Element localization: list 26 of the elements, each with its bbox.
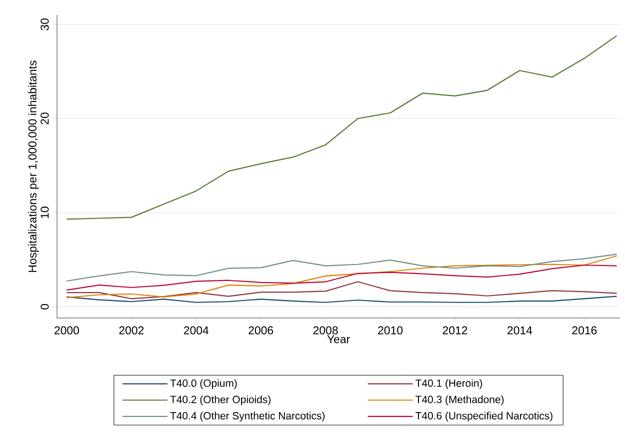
- legend-label: T40.6 (Unspecified Narcotics): [416, 412, 552, 422]
- y-axis-title: Hospitalizations per 1,000,000 inhabitants: [28, 60, 39, 272]
- line-series: [66, 281, 618, 300]
- x-tick-label: 2016: [572, 326, 597, 334]
- line-series: [66, 264, 618, 291]
- y-tick-label: 20: [40, 112, 49, 124]
- y-tick-label: 30: [40, 18, 49, 30]
- y-tick-label: 10: [40, 206, 49, 218]
- x-tick-label: 2002: [119, 326, 144, 334]
- x-axis-title: Year: [327, 335, 350, 344]
- y-tick-label: 0: [40, 304, 49, 310]
- x-tick-label: 2014: [508, 326, 532, 334]
- x-tick-label: 2004: [184, 326, 209, 334]
- line-series: [66, 35, 618, 220]
- legend-label: T40.1 (Heroin): [416, 379, 482, 389]
- x-tick-label: 2008: [313, 326, 338, 334]
- line-series: [66, 296, 618, 303]
- legend-label: T40.2 (Other Opioids): [170, 395, 270, 406]
- x-tick-label: 2006: [248, 326, 274, 334]
- legend-label: T40.4 (Other Synthetic Narcotics): [170, 412, 325, 422]
- line-series: [66, 254, 618, 282]
- x-tick-label: 2012: [442, 326, 468, 334]
- x-tick-label: 2000: [54, 326, 79, 334]
- legend-label: T40.0 (Opium): [170, 379, 237, 389]
- legend-label: T40.3 (Methadone): [416, 395, 504, 406]
- x-tick-label: 2010: [378, 326, 403, 334]
